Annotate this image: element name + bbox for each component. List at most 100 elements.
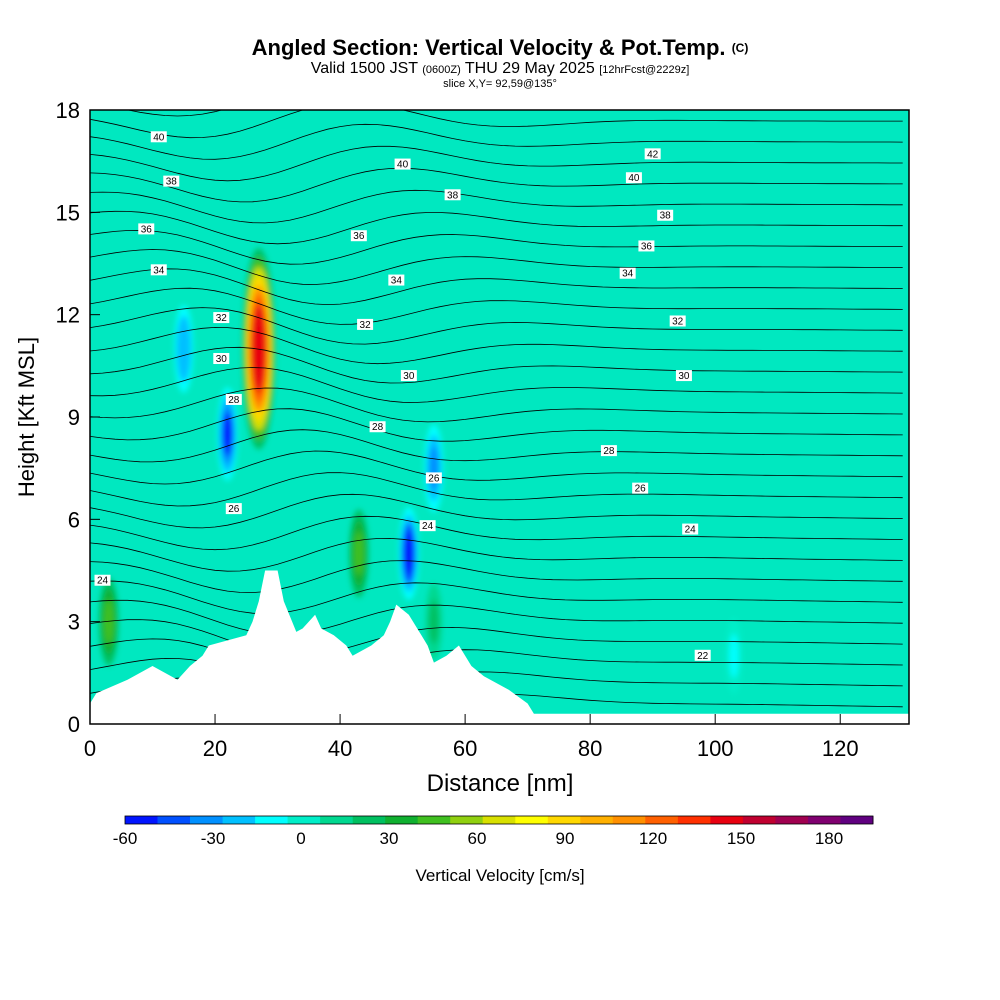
valid-date: THU 29 May 2025 — [464, 60, 595, 77]
velocity-cell — [103, 599, 114, 644]
theta-contour — [90, 307, 903, 345]
theta-contour — [90, 123, 903, 160]
x-axis-label: Distance [nm] — [427, 770, 574, 797]
colorbar-tick-label: -30 — [201, 829, 226, 848]
plot-background — [90, 110, 909, 724]
svg-text:34: 34 — [622, 269, 634, 280]
colorbar-swatch — [450, 816, 484, 824]
colorbar-swatch — [417, 816, 451, 824]
svg-text:30: 30 — [403, 371, 415, 382]
colorbar-swatch — [742, 816, 776, 824]
theta-label: 28 — [225, 393, 242, 406]
theta-label: 24 — [682, 523, 699, 536]
theta-contour — [90, 249, 903, 285]
svg-text:26: 26 — [228, 504, 240, 515]
theta-contour — [90, 450, 903, 485]
y-tick-label: 6 — [68, 507, 80, 532]
theta-label: 34 — [150, 264, 167, 276]
y-tick-label: 9 — [68, 405, 80, 430]
x-tick-label: 20 — [203, 736, 227, 761]
svg-text:42: 42 — [647, 149, 659, 160]
theta-contour — [90, 210, 903, 245]
svg-text:32: 32 — [360, 320, 372, 331]
velocity-field — [99, 248, 743, 695]
colorbar-tick-label: 0 — [296, 829, 305, 848]
theta-label: 38 — [444, 189, 461, 201]
chart-title: Angled Section: Vertical Velocity & Pot.… — [0, 36, 1000, 60]
svg-text:34: 34 — [153, 265, 165, 276]
colorbar-swatch — [157, 816, 191, 824]
theta-contour — [90, 472, 903, 507]
svg-text:26: 26 — [635, 484, 647, 495]
svg-text:32: 32 — [672, 316, 684, 327]
svg-text:28: 28 — [603, 446, 615, 457]
theta-contour — [90, 387, 903, 423]
colorbar-swatch — [840, 816, 874, 824]
forecast-info: [12hrFcst@2229z] — [599, 64, 690, 76]
theta-label: 32 — [669, 315, 686, 327]
svg-text:24: 24 — [685, 525, 697, 536]
colorbar-swatch — [808, 816, 841, 824]
velocity-cell — [429, 599, 439, 644]
colorbar-swatch — [320, 816, 354, 824]
colorbar-tick-label: 90 — [556, 829, 575, 848]
terrain — [90, 570, 909, 724]
theta-label: 34 — [619, 267, 636, 280]
colorbar-swatch — [515, 816, 549, 824]
y-tick-label: 12 — [56, 303, 80, 328]
colorbar-swatch — [482, 816, 516, 824]
y-tick-label: 18 — [56, 98, 80, 123]
colorbar-tick-label: 180 — [815, 829, 843, 848]
theta-labels: 40 40 42 40 38 38 38 36 36 36 34 34 34 32 32 32 30 30 30 28… — [94, 131, 711, 662]
colorbar-swatch — [547, 816, 581, 824]
x-tick-label: 60 — [453, 736, 477, 761]
theta-label: 24 — [419, 520, 436, 532]
colorbar-swatch — [580, 816, 614, 824]
colorbar-swatch — [255, 816, 289, 824]
svg-text:34: 34 — [391, 276, 403, 287]
theta-label: 34 — [388, 274, 405, 287]
theta-label: 40 — [394, 158, 411, 171]
colorbar-swatch — [287, 816, 321, 824]
svg-text:40: 40 — [397, 160, 409, 171]
svg-text:32: 32 — [216, 313, 228, 324]
colorbar-swatch — [677, 816, 711, 824]
y-tick-label: 0 — [68, 712, 80, 737]
title-main: Angled Section: Vertical Velocity & Pot.… — [251, 35, 726, 60]
colorbar-swatch — [612, 816, 646, 824]
theta-contour — [90, 110, 903, 139]
svg-text:40: 40 — [153, 132, 165, 143]
svg-text:22: 22 — [697, 651, 709, 662]
chart-subtitle: Valid 1500 JST (0600Z) THU 29 May 2025 [… — [0, 60, 1000, 79]
colorbar: -60 -30 0 30 60 90 120 150 180 — [113, 815, 874, 848]
velocity-cell — [178, 326, 189, 371]
colorbar-swatch — [710, 816, 744, 824]
svg-text:24: 24 — [422, 521, 434, 532]
theta-label: 30 — [675, 370, 692, 382]
theta-label: 30 — [400, 370, 417, 382]
theta-contour — [90, 268, 903, 306]
theta-contour — [90, 189, 903, 224]
svg-text:38: 38 — [660, 211, 672, 222]
theta-label: 26 — [225, 503, 242, 515]
svg-text:40: 40 — [628, 173, 640, 184]
theta-contour — [90, 167, 903, 203]
slice-info: slice X,Y= 92,59@135° — [443, 78, 557, 90]
colorbar-label: Vertical Velocity [cm/s] — [415, 866, 584, 885]
x-tick-label: 80 — [578, 736, 602, 761]
theta-contour — [90, 515, 903, 551]
theta-contour — [90, 229, 903, 265]
theta-contour — [90, 619, 903, 656]
svg-text:24: 24 — [97, 576, 109, 587]
theta-contour — [90, 287, 903, 325]
theta-label: 26 — [632, 482, 649, 495]
theta-label: 40 — [625, 172, 642, 184]
theta-contour — [90, 429, 903, 463]
theta-label: 32 — [213, 312, 230, 324]
velocity-cell — [729, 633, 739, 678]
colorbar-swatch — [645, 816, 679, 824]
theta-label: 42 — [644, 148, 661, 160]
theta-label: 28 — [600, 445, 617, 457]
theta-contour — [90, 580, 903, 615]
